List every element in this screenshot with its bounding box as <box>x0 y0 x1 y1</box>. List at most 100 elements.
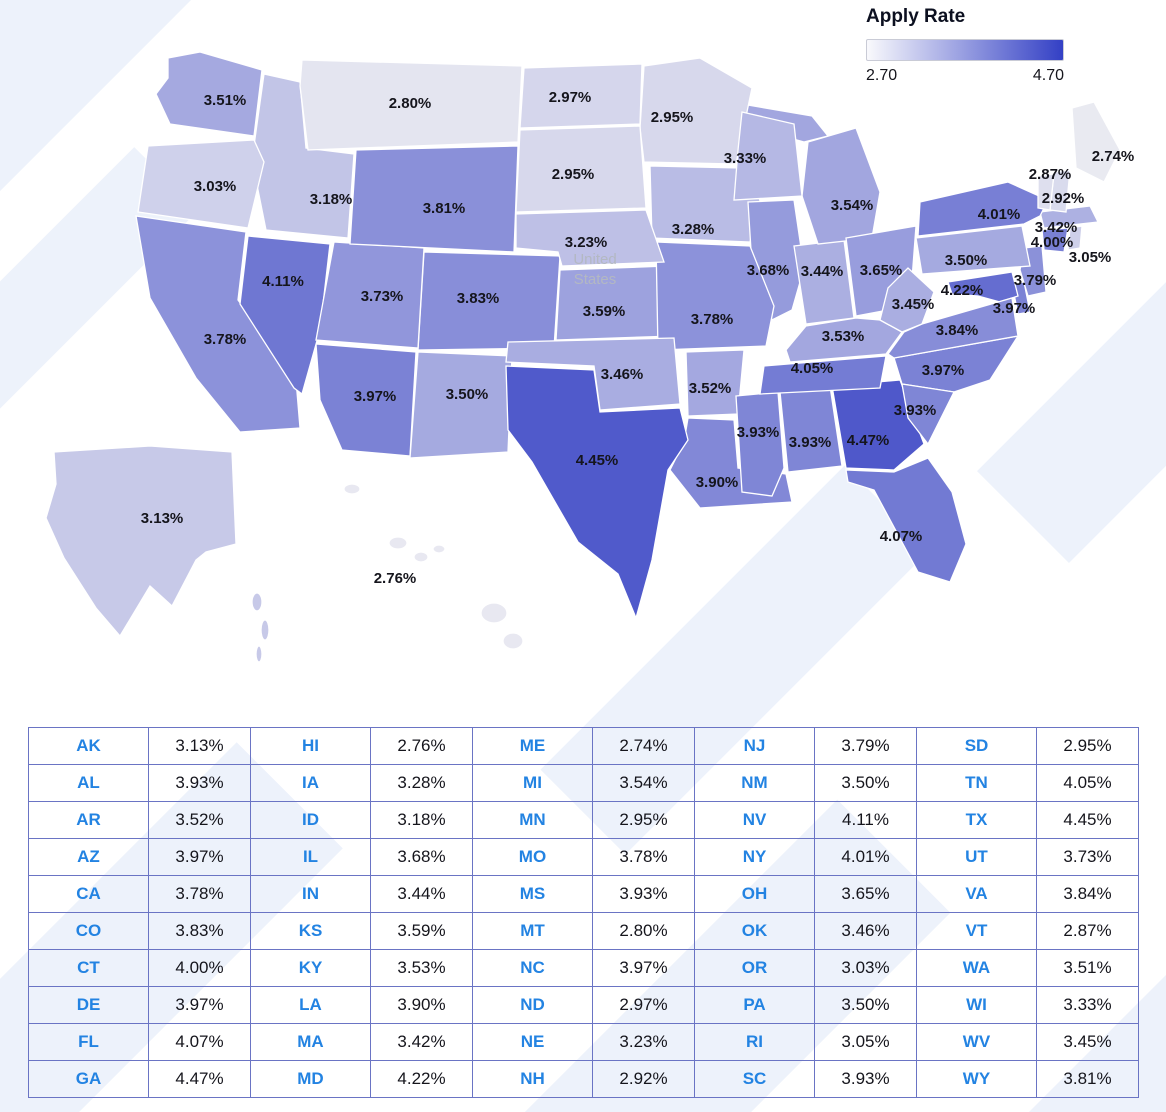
state-label-PA: 3.50% <box>945 252 988 269</box>
state-value-cell-TN: 4.05% <box>1036 764 1139 802</box>
state-label-MI: 3.54% <box>831 197 874 214</box>
state-HI-island <box>343 483 361 495</box>
state-abbr-cell-NJ: NJ <box>694 727 815 765</box>
state-AK-island <box>255 645 263 663</box>
state-MI <box>801 127 881 245</box>
state-SC <box>901 383 955 446</box>
state-value-cell-SD: 2.95% <box>1036 727 1139 765</box>
state-ME <box>1071 101 1121 183</box>
state-label-NE: 3.23% <box>565 234 608 251</box>
state-AK-island <box>260 619 270 641</box>
state-IN <box>793 239 855 325</box>
state-abbr-cell-ID: ID <box>250 801 371 839</box>
state-label-NJ: 3.79% <box>1014 272 1057 289</box>
state-value-cell-FL: 4.07% <box>148 1023 251 1061</box>
table-row: FL 4.07% MA 3.42% NE 3.23% RI 3.05% WV 3.45% <box>28 1023 1139 1061</box>
state-value-cell-AK: 3.13% <box>148 727 251 765</box>
state-label-MN: 2.95% <box>651 109 694 126</box>
state-value-cell-NE: 3.23% <box>592 1023 695 1061</box>
state-value-cell-WI: 3.33% <box>1036 986 1139 1024</box>
map-watermark: States <box>574 271 617 288</box>
state-abbr-cell-SD: SD <box>916 727 1037 765</box>
state-abbr-cell-KY: KY <box>250 949 371 987</box>
state-value-cell-KS: 3.59% <box>370 912 473 950</box>
state-label-UT: 3.73% <box>361 288 404 305</box>
state-label-ID: 3.18% <box>310 191 353 208</box>
state-abbr-cell-NC: NC <box>472 949 593 987</box>
table-row: AZ 3.97% IL 3.68% MO 3.78% NY 4.01% UT 3.73% <box>28 838 1139 876</box>
state-label-LA: 3.90% <box>696 474 739 491</box>
state-value-cell-MN: 2.95% <box>592 801 695 839</box>
state-label-WI: 3.33% <box>724 150 767 167</box>
state-table: AK 3.13% HI 2.76% ME 2.74% NJ 3.79% SD 2.95% AL 3.9… <box>28 727 1139 1098</box>
state-value-cell-MA: 3.42% <box>370 1023 473 1061</box>
state-abbr-cell-AZ: AZ <box>28 838 149 876</box>
table-row: CA 3.78% IN 3.44% MS 3.93% OH 3.65% VA 3.84% <box>28 875 1139 913</box>
legend-min-label: 2.70 <box>866 67 898 84</box>
state-abbr-cell-MT: MT <box>472 912 593 950</box>
state-HI-island <box>432 544 446 554</box>
state-value-cell-MT: 2.80% <box>592 912 695 950</box>
state-abbr-cell-NE: NE <box>472 1023 593 1061</box>
state-abbr-cell-TN: TN <box>916 764 1037 802</box>
state-abbr-cell-LA: LA <box>250 986 371 1024</box>
state-value-cell-NY: 4.01% <box>814 838 917 876</box>
state-value-cell-PA: 3.50% <box>814 986 917 1024</box>
state-abbr-cell-NY: NY <box>694 838 815 876</box>
state-abbr-cell-PA: PA <box>694 986 815 1024</box>
state-NY <box>917 181 1049 237</box>
state-MT <box>299 59 523 151</box>
state-AL <box>779 385 843 473</box>
state-abbr-cell-IA: IA <box>250 764 371 802</box>
state-WY <box>349 145 519 253</box>
state-value-cell-ID: 3.18% <box>370 801 473 839</box>
state-label-MD: 4.22% <box>941 282 984 299</box>
state-value-cell-MD: 4.22% <box>370 1060 473 1098</box>
state-value-cell-WY: 3.81% <box>1036 1060 1139 1098</box>
state-value-cell-IL: 3.68% <box>370 838 473 876</box>
state-label-WV: 3.45% <box>892 296 935 313</box>
state-abbr-cell-NV: NV <box>694 801 815 839</box>
state-AK-island <box>251 592 263 612</box>
state-abbr-cell-AK: AK <box>28 727 149 765</box>
state-label-DE: 3.97% <box>993 300 1036 317</box>
state-label-NV: 4.11% <box>262 273 304 290</box>
state-abbr-cell-IL: IL <box>250 838 371 876</box>
state-label-VT: 2.87% <box>1029 166 1072 183</box>
state-label-NH: 2.92% <box>1042 190 1085 207</box>
state-abbr-cell-OH: OH <box>694 875 815 913</box>
state-TX <box>505 365 689 621</box>
state-label-SC: 3.93% <box>894 402 937 419</box>
state-value-cell-SC: 3.93% <box>814 1060 917 1098</box>
state-value-cell-HI: 2.76% <box>370 727 473 765</box>
state-HI-island <box>413 551 429 563</box>
table-row: AK 3.13% HI 2.76% ME 2.74% NJ 3.79% SD 2.95% <box>28 727 1139 765</box>
state-label-MO: 3.78% <box>691 311 734 328</box>
state-VT <box>1037 173 1055 211</box>
state-label-IN: 3.44% <box>801 263 844 280</box>
state-abbr-cell-CT: CT <box>28 949 149 987</box>
state-WA <box>155 51 263 137</box>
state-abbr-cell-UT: UT <box>916 838 1037 876</box>
state-MO <box>655 241 775 351</box>
state-AK <box>45 445 237 638</box>
state-abbr-cell-NH: NH <box>472 1060 593 1098</box>
state-abbr-cell-OR: OR <box>694 949 815 987</box>
state-label-KY: 3.53% <box>822 328 865 345</box>
state-label-AZ: 3.97% <box>354 388 397 405</box>
state-value-cell-GA: 4.47% <box>148 1060 251 1098</box>
state-MA <box>1039 205 1099 229</box>
state-abbr-cell-CO: CO <box>28 912 149 950</box>
state-HI-island <box>480 602 508 624</box>
state-RI <box>1067 225 1083 251</box>
apply-rate-legend: Apply Rate 2.70 4.70 <box>866 6 1064 85</box>
state-value-cell-NV: 4.11% <box>814 801 917 839</box>
state-abbr-cell-MI: MI <box>472 764 593 802</box>
state-label-SD: 2.95% <box>552 166 595 183</box>
state-GA <box>831 379 925 471</box>
state-label-OK: 3.46% <box>601 366 644 383</box>
state-value-cell-UT: 3.73% <box>1036 838 1139 876</box>
state-label-ND: 2.97% <box>549 89 592 106</box>
state-abbr-cell-WV: WV <box>916 1023 1037 1061</box>
state-HI-island <box>502 632 524 650</box>
